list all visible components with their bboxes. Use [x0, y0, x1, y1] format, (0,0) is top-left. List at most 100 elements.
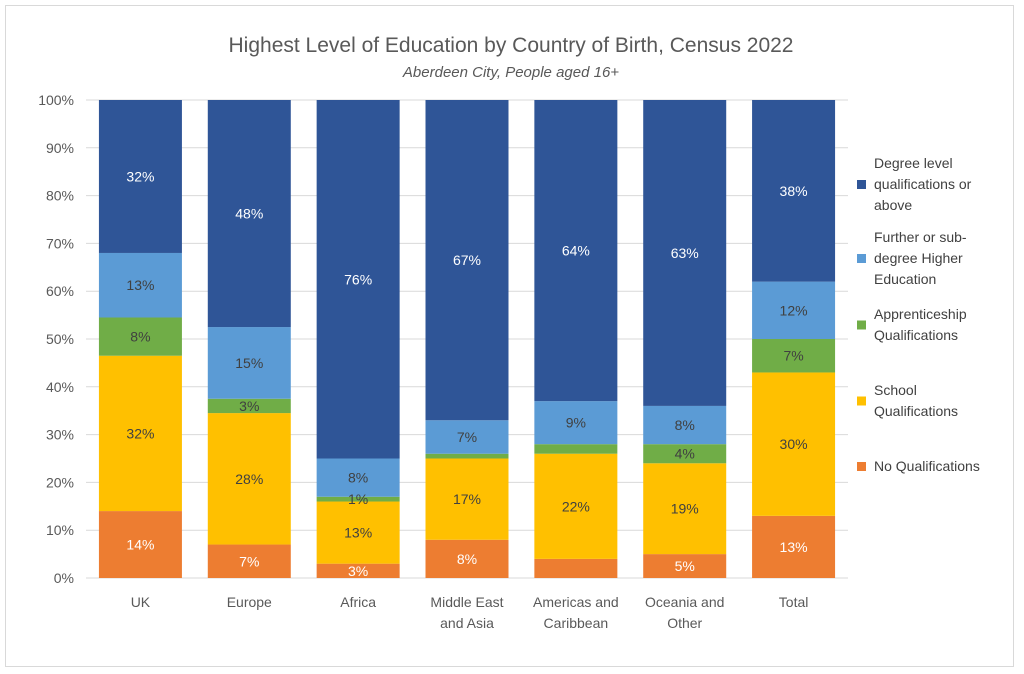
- legend-swatch: [857, 254, 866, 263]
- data-label: 3%: [348, 563, 368, 579]
- x-category-label: Oceania and: [645, 594, 724, 610]
- data-label: 15%: [235, 355, 263, 371]
- data-label: 63%: [671, 245, 699, 261]
- data-label: 22%: [562, 498, 590, 514]
- stacked-bar-chart: Highest Level of Education by Country of…: [38, 34, 980, 631]
- y-tick-label: 40%: [46, 379, 74, 395]
- legend-swatch: [857, 462, 866, 471]
- x-category-label: Africa: [340, 594, 376, 610]
- y-tick-label: 10%: [46, 522, 74, 538]
- y-tick-label: 80%: [46, 188, 74, 204]
- data-label: 32%: [126, 168, 154, 184]
- y-tick-label: 100%: [38, 92, 74, 108]
- data-label: 7%: [783, 348, 803, 364]
- legend-label: Apprenticeship: [874, 306, 967, 322]
- x-category-label: Europe: [227, 594, 272, 610]
- data-label: 28%: [235, 471, 263, 487]
- bar-segment: [98, 355, 182, 512]
- data-label: 12%: [780, 302, 808, 318]
- data-label: 17%: [453, 491, 481, 507]
- legend-label: Qualifications: [874, 327, 958, 343]
- data-label: 30%: [780, 436, 808, 452]
- bar-segment: [534, 401, 618, 445]
- bar-segment: [752, 372, 836, 516]
- data-label: 8%: [675, 417, 695, 433]
- data-label: 13%: [126, 277, 154, 293]
- bar-segment: [98, 100, 182, 253]
- chart-subtitle: Aberdeen City, People aged 16+: [402, 64, 619, 81]
- data-label: 5%: [675, 558, 695, 574]
- bar-segment: [752, 281, 836, 339]
- bar-segment: [534, 453, 618, 559]
- bar-segment: [534, 558, 618, 578]
- y-tick-label: 30%: [46, 427, 74, 443]
- data-label: 8%: [130, 329, 150, 345]
- legend-label: No Qualifications: [874, 458, 980, 474]
- bar-segment: [98, 317, 182, 356]
- y-tick-label: 50%: [46, 331, 74, 347]
- bar-segment: [534, 100, 618, 402]
- x-category-label: Caribbean: [544, 615, 609, 631]
- y-tick-label: 70%: [46, 235, 74, 251]
- data-label: 4%: [675, 446, 695, 462]
- bar-segment: [425, 100, 509, 421]
- x-category-label: Middle East: [430, 594, 503, 610]
- data-label: 3%: [239, 398, 259, 414]
- legend-label: qualifications or: [874, 176, 972, 192]
- bar-segment: [425, 458, 509, 540]
- bar-segment: [752, 339, 836, 373]
- bar-segment: [207, 544, 291, 578]
- bar-segment: [534, 444, 618, 454]
- data-label: 38%: [780, 183, 808, 199]
- bar-segment: [643, 463, 727, 555]
- legend-label: Qualifications: [874, 403, 958, 419]
- y-tick-label: 20%: [46, 474, 74, 490]
- x-category-label: Americas and: [533, 594, 619, 610]
- y-tick-label: 60%: [46, 283, 74, 299]
- data-label: 32%: [126, 425, 154, 441]
- y-tick-label: 90%: [46, 140, 74, 156]
- data-label: 13%: [344, 525, 372, 541]
- bar-segment: [752, 515, 836, 578]
- legend-label: Further or sub-: [874, 229, 967, 245]
- data-label: 8%: [457, 551, 477, 567]
- y-axis-ticks: 0% 10% 20% 30% 40% 50% 60% 70% 80% 90% 100%: [38, 92, 74, 586]
- bar-segment: [425, 453, 509, 459]
- bar-segment: [643, 405, 727, 445]
- chart-title: Highest Level of Education by Country of…: [229, 34, 794, 57]
- legend-label: above: [874, 197, 912, 213]
- legend-label: degree Higher: [874, 250, 963, 266]
- bar-segment: [425, 420, 509, 454]
- bar-segment: [207, 327, 291, 399]
- data-label: 7%: [239, 553, 259, 569]
- bar-segment: [316, 501, 400, 564]
- bar-segment: [316, 496, 400, 502]
- bars: [98, 100, 836, 578]
- x-axis-categories: UK Europe Africa Middle East and Asia America…: [131, 594, 809, 631]
- bar-segment: [207, 413, 291, 545]
- x-category-label: Other: [667, 615, 702, 631]
- legend-swatch: [857, 180, 866, 189]
- data-labels: 14% 32% 8% 13% 32% 7% 28% 3% 15% 48% 3% 13% 1% 8% 76% 8…: [126, 168, 807, 578]
- data-label: 9%: [566, 415, 586, 431]
- data-label: 8%: [348, 470, 368, 486]
- bar-segment: [643, 554, 727, 578]
- legend-label: School: [874, 382, 917, 398]
- x-category-label: Total: [779, 594, 809, 610]
- data-label: 13%: [780, 539, 808, 555]
- bar-segment: [316, 563, 400, 578]
- data-label: 7%: [457, 429, 477, 445]
- data-label: 76%: [344, 271, 372, 287]
- bar-segment: [643, 100, 727, 406]
- bar-segment: [752, 100, 836, 282]
- y-tick-label: 0%: [54, 570, 74, 586]
- legend-label: Education: [874, 271, 936, 287]
- data-label: 14%: [126, 537, 154, 553]
- bar-segment: [643, 444, 727, 464]
- bar-segment: [207, 398, 291, 414]
- data-label: 64%: [562, 243, 590, 259]
- chart-frame: Highest Level of Education by Country of…: [5, 5, 1014, 667]
- legend: Degree level qualifications or above Furthe…: [857, 155, 980, 474]
- bar-segment: [98, 252, 182, 318]
- legend-swatch: [857, 396, 866, 406]
